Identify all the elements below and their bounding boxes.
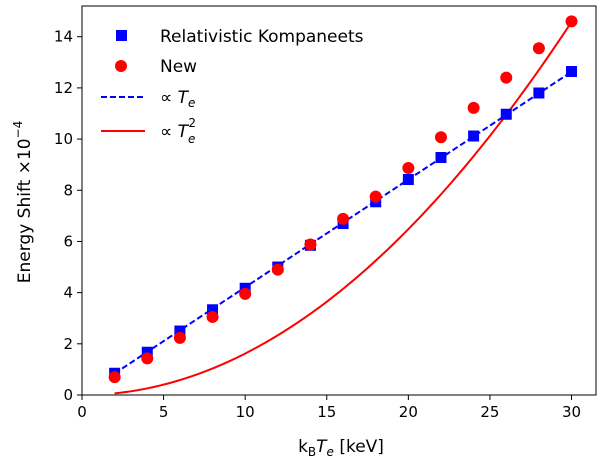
x-tick-label: 0 bbox=[77, 403, 87, 421]
legend-label-kompaneets: Relativistic Kompaneets bbox=[160, 27, 364, 47]
legend-label-new: New bbox=[160, 57, 197, 77]
kompaneets-point bbox=[566, 66, 578, 78]
kompaneets-point bbox=[174, 325, 186, 337]
legend-marker-square bbox=[116, 30, 127, 41]
y-tick-label: 4 bbox=[63, 284, 73, 302]
y-tick-label: 14 bbox=[54, 28, 73, 46]
new-point bbox=[467, 101, 480, 114]
new-point bbox=[532, 42, 545, 55]
new-point bbox=[304, 238, 317, 251]
y-tick-label: 6 bbox=[63, 232, 73, 250]
y-tick-label: 8 bbox=[63, 181, 73, 199]
x-axis-label: kBTe [keV] bbox=[298, 437, 384, 459]
x-tick-label: 10 bbox=[236, 403, 255, 421]
kompaneets-point bbox=[207, 304, 219, 316]
new-point bbox=[271, 263, 284, 276]
new-point bbox=[141, 352, 154, 365]
kompaneets-point bbox=[533, 87, 545, 99]
new-point bbox=[402, 161, 415, 174]
fit-line-solid bbox=[114, 21, 573, 395]
new-point bbox=[369, 190, 382, 203]
x-tick-label: 20 bbox=[399, 403, 418, 421]
legend-marker-circle bbox=[115, 60, 127, 72]
y-axis-ticks: 0 2 4 6 8 10 12 14 bbox=[54, 28, 82, 404]
x-axis-ticks: 0 5 10 15 20 25 30 bbox=[77, 395, 581, 421]
kompaneets-point bbox=[500, 108, 512, 120]
new-point bbox=[206, 310, 219, 323]
x-tick-label: 30 bbox=[562, 403, 581, 421]
new-point bbox=[434, 131, 447, 144]
new-point bbox=[173, 331, 186, 344]
legend: Relativistic Kompaneets New ∝ Te ∝ Te2 bbox=[101, 27, 364, 146]
y-tick-label: 12 bbox=[54, 79, 73, 97]
new-point bbox=[239, 287, 252, 300]
kompaneets-point bbox=[435, 152, 447, 164]
legend-label-fit-linear: ∝ Te bbox=[160, 88, 195, 110]
x-tick-label: 15 bbox=[317, 403, 336, 421]
x-tick-label: 25 bbox=[480, 403, 499, 421]
new-point bbox=[500, 71, 513, 84]
new-point bbox=[565, 15, 578, 28]
y-tick-label: 0 bbox=[63, 386, 73, 404]
data-markers bbox=[108, 15, 578, 384]
new-point bbox=[337, 212, 350, 225]
kompaneets-point bbox=[141, 346, 153, 358]
plot-frame bbox=[81, 5, 597, 396]
y-axis-label: Energy Shift ×10−4 bbox=[11, 121, 35, 284]
kompaneets-point bbox=[402, 174, 414, 186]
y-tick-label: 2 bbox=[63, 335, 73, 353]
legend-label-fit-quadratic: ∝ Te2 bbox=[160, 116, 196, 146]
x-tick-label: 5 bbox=[159, 403, 169, 421]
kompaneets-point bbox=[468, 130, 480, 142]
y-tick-label: 10 bbox=[54, 130, 73, 148]
new-point bbox=[108, 371, 121, 384]
